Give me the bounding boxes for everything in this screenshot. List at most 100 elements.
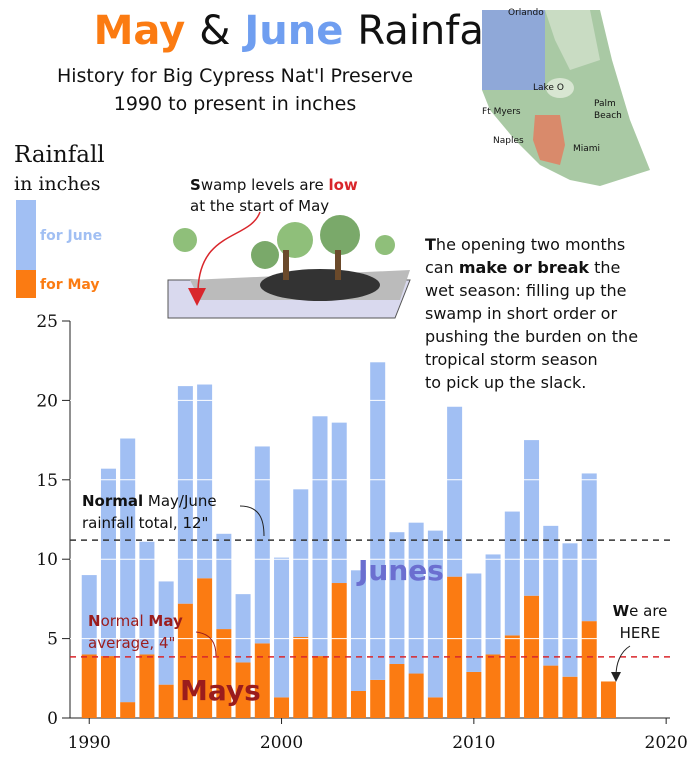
- text-part: Normal: [82, 492, 143, 510]
- map-label: Naples: [493, 136, 524, 146]
- swamp-note: at the start of May: [190, 197, 329, 215]
- text-part: May: [148, 612, 183, 630]
- bar-segment: [524, 595, 540, 718]
- bar-segment: [427, 697, 443, 718]
- bar-segment: [408, 522, 424, 674]
- bar-segment: [312, 656, 328, 718]
- bar-segment: [389, 532, 405, 665]
- subtitle: 1990 to present in inches: [114, 93, 357, 115]
- annotation: Normal May/June: [82, 492, 217, 510]
- map-label: Beach: [594, 111, 622, 121]
- bar-segment: [543, 665, 559, 718]
- legend-title: Rainfall: [14, 142, 105, 168]
- bar-segment: [158, 581, 174, 685]
- map-label: Ft Myers: [482, 107, 521, 117]
- text-part: wet season: filling up the: [425, 281, 626, 300]
- map-label: Miami: [573, 144, 600, 154]
- bar-segment: [254, 643, 270, 718]
- legend-label: for May: [40, 277, 100, 293]
- title-part: May: [94, 8, 186, 54]
- title-part: &: [199, 8, 230, 54]
- bar-segment: [447, 406, 463, 577]
- swamp-illustration: [167, 211, 411, 319]
- text-part: make or break: [459, 258, 590, 277]
- annotation-arrow: [239, 505, 265, 537]
- bar-segment: [370, 362, 386, 680]
- bar-segment: [408, 673, 424, 718]
- bar-segment: [139, 541, 155, 655]
- bar-segment: [447, 576, 463, 718]
- bar-segment: [120, 438, 136, 703]
- paragraph-line: wet season: filling up the: [425, 281, 626, 300]
- paragraph-line: The opening two months: [425, 235, 625, 254]
- bar-segment: [254, 446, 270, 644]
- bar-segment: [427, 530, 443, 698]
- bar-segment: [543, 525, 559, 666]
- bar-segment: [466, 573, 482, 672]
- bar-segment: [235, 662, 251, 718]
- paragraph-line: pushing the burden on the: [425, 327, 638, 346]
- y-tick-label: 0: [47, 709, 58, 729]
- x-tick-label: 2010: [452, 733, 495, 753]
- bar-segment: [81, 654, 97, 718]
- bar-segment: [504, 511, 520, 636]
- text-part: swamp in short order or: [425, 304, 617, 323]
- bar-segment: [562, 543, 578, 677]
- bar-segment: [293, 489, 309, 638]
- bar-segment: [120, 702, 136, 718]
- bar-segment: [100, 656, 116, 718]
- paragraph-line: can make or break the: [425, 258, 620, 277]
- annotation: HERE: [620, 624, 661, 642]
- bar-segment: [177, 386, 193, 604]
- map: Orlando Lake O Ft Myers Palm Beach Naple…: [482, 8, 650, 186]
- bar-segment: [504, 635, 520, 718]
- paragraph-line: tropical storm season: [425, 350, 598, 369]
- chart-title: May & June Rainfall: [30, 8, 544, 54]
- bar-segment: [350, 691, 366, 718]
- bar-segment: [331, 583, 347, 718]
- bar-segment: [485, 654, 501, 718]
- bar-segment: [100, 468, 116, 657]
- x-tick-label: 1990: [68, 733, 111, 753]
- bar-segment: [274, 557, 290, 698]
- bar-segment: [600, 681, 616, 718]
- map-label: Palm: [594, 99, 616, 109]
- map-label: Lake O: [533, 83, 564, 93]
- bar-segment: [293, 637, 309, 718]
- y-tick-label: 5: [47, 630, 58, 650]
- text-part: ormal: [101, 612, 149, 630]
- bar-segment: [389, 664, 405, 718]
- title-part: Rainfall: [357, 8, 506, 54]
- legend-swatch: [16, 200, 36, 270]
- legend-swatch: [16, 270, 36, 298]
- bar-segment: [177, 603, 193, 718]
- bar-segment: [370, 679, 386, 718]
- bar-segment: [350, 570, 366, 692]
- bar-segment: [274, 697, 290, 718]
- bar-segment: [562, 676, 578, 718]
- note-part: wamp levels are: [201, 176, 329, 194]
- annotation-arrow: [615, 645, 631, 677]
- annotation: average, 4": [88, 634, 175, 652]
- annotation-arrow: [195, 631, 217, 657]
- bar-segment: [485, 554, 501, 655]
- x-tick-label: 2000: [260, 733, 303, 753]
- legend: for June for May: [16, 200, 102, 298]
- text-part: e are: [629, 602, 667, 620]
- x-tick-label: 2020: [645, 733, 688, 753]
- bar-segment: [197, 384, 213, 579]
- bar-segment: [466, 671, 482, 718]
- bar-segment: [81, 575, 97, 655]
- text-part: N: [88, 612, 101, 630]
- bar-segment: [312, 416, 328, 657]
- bar-segment: [235, 594, 251, 663]
- text-part: May/June: [143, 492, 217, 510]
- y-tick-label: 25: [36, 312, 58, 332]
- annotation: rainfall total, 12": [82, 514, 208, 532]
- text-part: tropical storm season: [425, 350, 598, 369]
- text-part: pushing the burden on the: [425, 327, 638, 346]
- text-part: can: [425, 258, 459, 277]
- bar-segment: [581, 621, 597, 718]
- annotation-arrowhead: [611, 672, 621, 682]
